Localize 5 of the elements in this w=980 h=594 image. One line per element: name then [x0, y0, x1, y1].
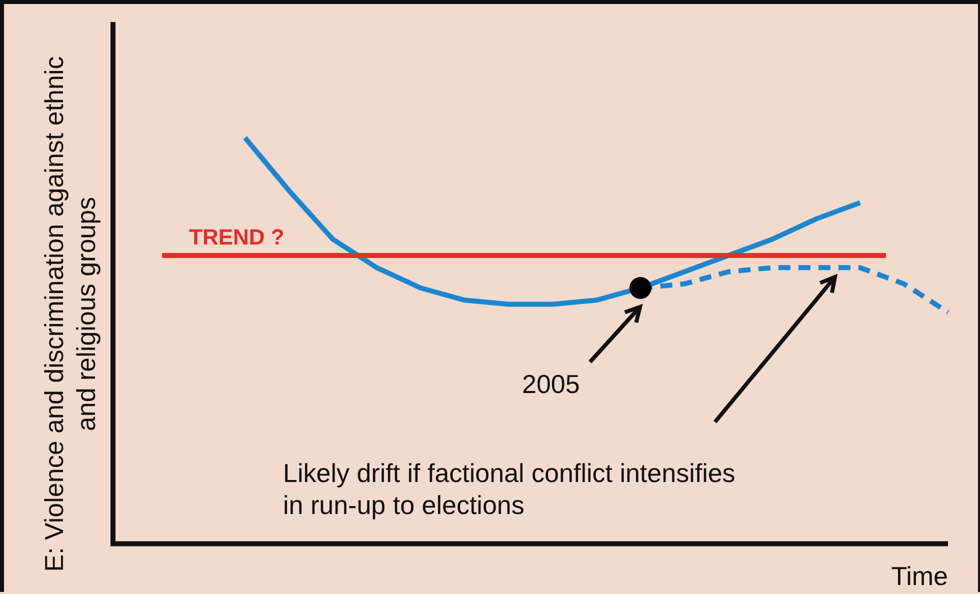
ref-line-label: TREND ?	[189, 224, 284, 250]
annotation: 2005	[522, 368, 580, 400]
annotation: Likely drift if factional conflict intensifies in run-up to elections	[283, 457, 736, 521]
x-axis-title: Time	[891, 560, 948, 592]
y-axis-title: E: Violence and discrimination against ethnic and religious groups	[38, 55, 102, 574]
